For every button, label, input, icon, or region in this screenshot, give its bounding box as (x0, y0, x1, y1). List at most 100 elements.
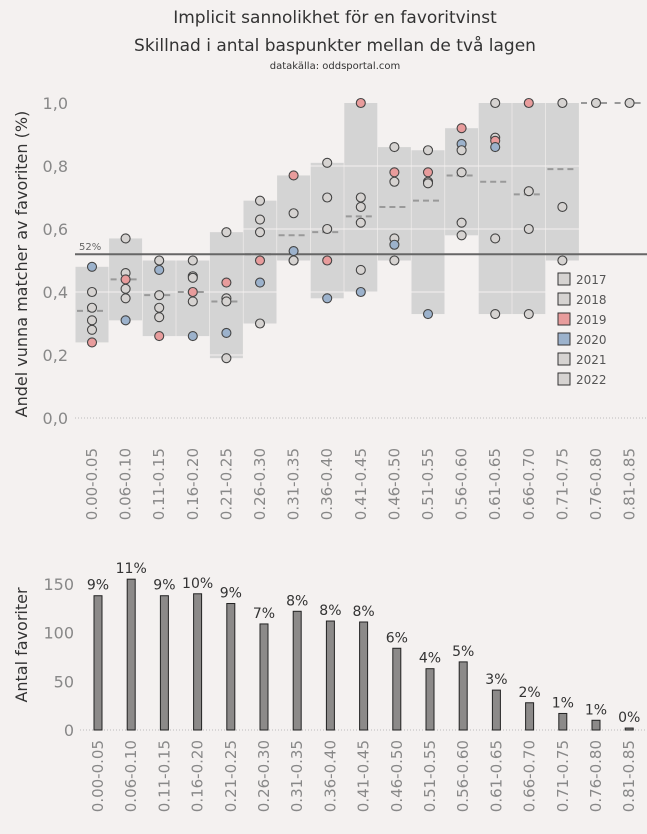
bar-label: 10% (182, 576, 213, 592)
data-point (221, 277, 232, 288)
data-point (355, 192, 366, 203)
legend-swatch (557, 292, 571, 306)
data-point (456, 230, 467, 241)
data-point (355, 201, 366, 212)
bar (325, 620, 335, 731)
data-point (389, 176, 400, 187)
x-tick-label: 0.21-0.25 (222, 740, 240, 812)
legend-label: 2018 (576, 293, 607, 307)
data-point (624, 97, 635, 109)
bar (491, 689, 501, 731)
x-tick-label: 0.76-0.80 (587, 740, 605, 812)
data-point (154, 290, 165, 301)
data-point (355, 264, 366, 276)
legend-swatch (557, 272, 571, 286)
data-point (187, 331, 198, 342)
x-tick-label: 0.71-0.75 (554, 740, 572, 812)
legend-label: 2022 (576, 373, 607, 387)
data-point (322, 223, 333, 235)
x-tick-label: 0.00-0.05 (89, 740, 107, 812)
data-point (422, 308, 434, 320)
bar (558, 712, 568, 731)
bar-label: 1% (552, 695, 574, 711)
data-point (590, 97, 602, 109)
bar (525, 702, 535, 731)
data-point (288, 208, 299, 219)
data-point (456, 167, 467, 178)
bar-label: 6% (386, 630, 408, 646)
bar-label: 9% (153, 578, 175, 594)
data-point (322, 157, 333, 168)
data-point (490, 233, 501, 244)
data-point (154, 302, 165, 313)
legend-swatch (557, 332, 571, 346)
x-tick-label: 0.26-0.30 (255, 740, 273, 812)
data-point (389, 142, 400, 153)
x-tick-label: 0.66-0.70 (521, 740, 539, 812)
data-point (456, 145, 467, 156)
data-point (490, 308, 501, 320)
bar (226, 603, 236, 731)
legend-swatch (557, 352, 571, 366)
bar (259, 623, 269, 731)
data-point (86, 302, 98, 313)
legend-swatch (557, 312, 571, 326)
data-point (422, 145, 434, 156)
data-point (322, 192, 333, 203)
bar-label: 5% (452, 644, 474, 660)
bar (624, 727, 634, 731)
bar (392, 647, 402, 731)
y-tick-label: 0,6 (43, 220, 68, 239)
x-tick-label: 0.06-0.10 (122, 740, 140, 812)
data-point (154, 331, 165, 342)
x-tick-label: 0.16-0.20 (184, 448, 202, 520)
y-tick-label: 0 (64, 721, 74, 740)
y-tick-label: 0,0 (43, 409, 68, 428)
y-tick-label: 0,2 (43, 346, 68, 365)
bar-label: 8% (352, 604, 374, 620)
data-point (523, 223, 534, 235)
data-point (154, 255, 165, 266)
x-tick-label: 0.00-0.05 (83, 448, 101, 520)
range-box (545, 103, 579, 261)
data-point (187, 296, 198, 307)
data-point (120, 274, 131, 285)
data-point (221, 227, 232, 238)
bar (193, 593, 203, 731)
y-tick-label: 1,0 (43, 94, 68, 113)
x-tick-label: 0.46-0.50 (385, 448, 403, 520)
x-tick-label: 0.66-0.70 (520, 448, 538, 520)
data-point (523, 308, 534, 320)
bar-label: 1% (585, 702, 607, 718)
x-tick-label: 0.81-0.85 (621, 448, 639, 520)
x-tick-label: 0.61-0.65 (487, 740, 505, 812)
data-point (120, 233, 131, 244)
reference-label: 52% (79, 242, 101, 253)
x-tick-label: 0.51-0.55 (421, 740, 439, 812)
data-point (389, 255, 400, 266)
data-point (490, 142, 501, 153)
data-point (557, 201, 568, 212)
x-tick-label: 0.11-0.15 (155, 740, 173, 812)
x-tick-label: 0.41-0.45 (352, 448, 370, 520)
legend-label: 2021 (576, 353, 607, 367)
x-tick-label: 0.16-0.20 (189, 740, 207, 812)
data-point (254, 277, 266, 288)
data-point (120, 283, 131, 294)
legend-label: 2019 (576, 313, 607, 327)
y-axis-title: Antal favoriter (12, 587, 31, 703)
bar (359, 621, 369, 731)
data-point (254, 227, 266, 238)
y-tick-label: 0,8 (43, 157, 68, 176)
x-tick-label: 0.31-0.35 (288, 740, 306, 812)
x-tick-label: 0.06-0.10 (117, 448, 135, 520)
y-axis-title: Andel vunna matcher av favoriten (%) (12, 111, 31, 418)
data-point (288, 255, 299, 266)
data-point (86, 315, 98, 326)
data-point (86, 261, 98, 272)
data-point (422, 167, 434, 178)
data-point (254, 214, 266, 225)
bar-label: 9% (87, 578, 109, 594)
data-point (490, 97, 501, 109)
data-point (355, 286, 366, 298)
